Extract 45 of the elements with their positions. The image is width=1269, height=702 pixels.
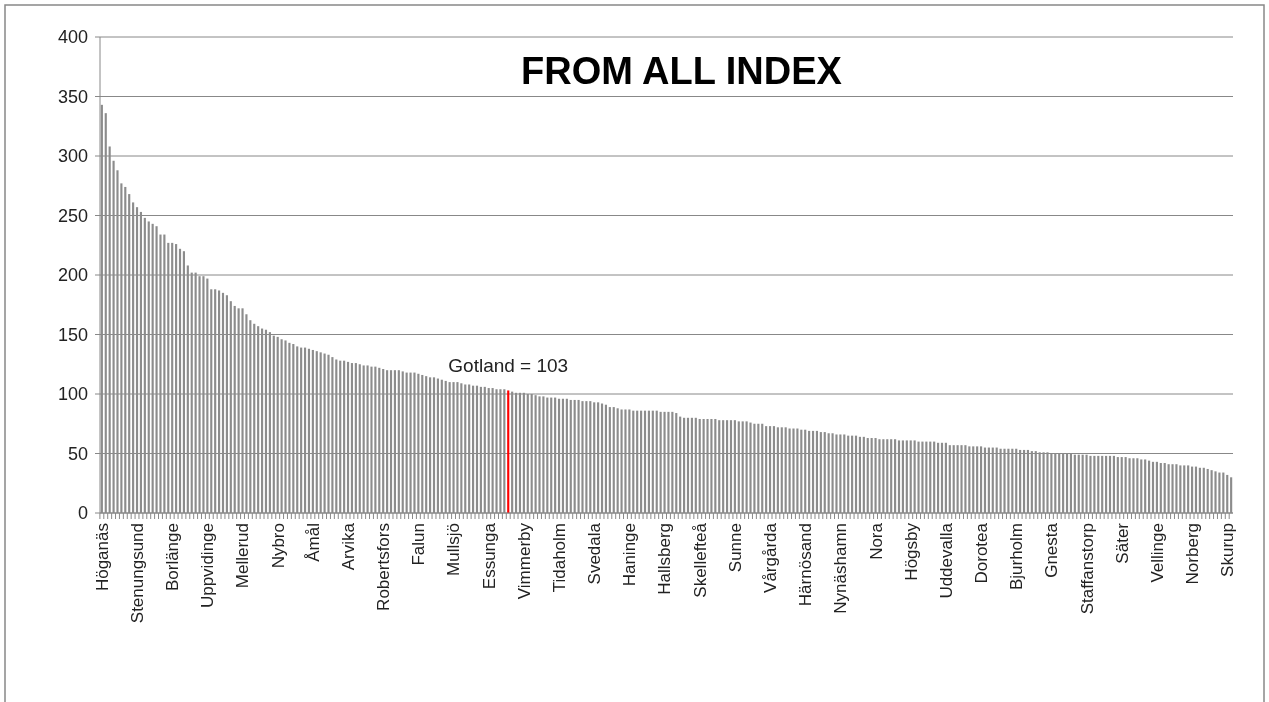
x-tick-label: Uddevalla [936,522,956,599]
x-tick-label: Haninge [620,523,640,587]
x-tick-label: Robertsfors [374,523,394,611]
x-tick-label: Nynäshamn [831,523,851,614]
x-tick-label: Mullsjö [444,523,464,576]
x-tick-label: Bjurholm [1007,523,1027,591]
x-tick-label: Höganäs [92,523,112,592]
x-tick-label: Stenungsund [127,523,147,624]
x-tick-label: Nora [866,522,886,560]
x-tick-label: Tidaholm [549,523,569,593]
x-tick-label: Nybro [268,523,288,569]
x-tick-label: Borlänge [163,523,183,592]
x-tick-label: Mellerud [233,523,253,589]
x-tick-label: Falun [409,523,429,566]
y-tick-label: 150 [57,324,88,345]
y-tick-label: 50 [67,443,88,464]
x-tick-label: Vimmerby [514,522,534,600]
x-tick-label: Högsby [901,522,921,581]
x-tick-label: Gnesta [1042,522,1062,578]
y-tick-label: 300 [57,146,88,167]
x-tick-label: Åmål [303,523,323,562]
x-tick-label: Arvika [338,522,358,571]
annotation: Gotland = 103 [448,355,569,377]
x-tick-label: Norberg [1183,523,1203,585]
x-tick-label: Vellinge [1147,523,1167,583]
x-tick-label: Dorotea [972,522,992,584]
x-tick-label: Sunne [725,523,745,573]
x-tick-label: Härnösand [796,523,816,607]
bar [507,390,510,513]
y-tick-label: 200 [57,265,88,286]
y-tick-label: 100 [57,384,88,405]
y-tick-label: 0 [77,503,88,524]
y-tick-label: 350 [57,86,88,107]
x-tick-label: Svedala [585,522,605,585]
x-tick-label: Staffanstorp [1077,523,1097,615]
x-tick-label: Hallsberg [655,523,675,595]
x-tick-label: Vårgårda [761,522,780,593]
x-tick-label: Skurup [1218,523,1238,577]
x-tick-label: Skellefteå [690,522,710,598]
chart-title: FROM ALL INDEX [521,50,843,92]
x-tick-label: Säter [1112,522,1132,564]
y-tick-label: 250 [57,205,88,226]
y-tick-label: 400 [57,27,88,48]
x-tick-label: Essunga [479,522,499,590]
x-tick-label: Uppvidinge [198,523,218,609]
